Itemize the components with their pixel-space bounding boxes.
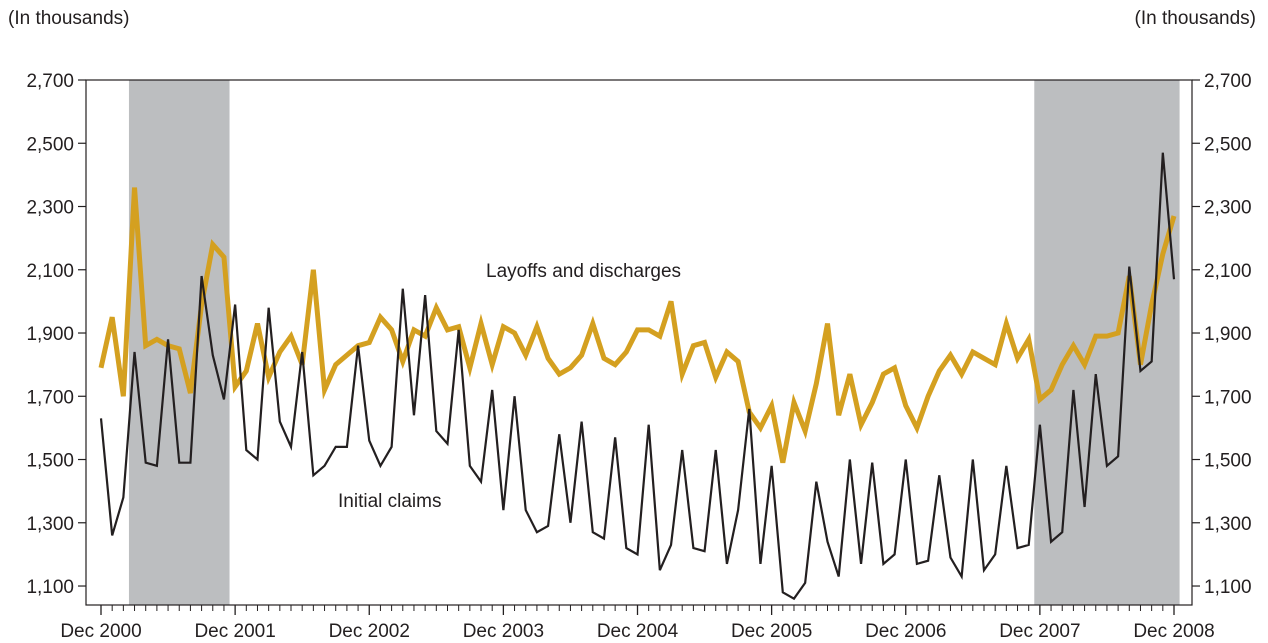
x-tick-label: Dec 2003 — [463, 621, 544, 642]
right-unit-label: (In thousands) — [1135, 8, 1256, 29]
plot-frame — [85, 79, 1193, 606]
x-tick-label: Dec 2000 — [60, 621, 141, 642]
y-tick-label-left: 2,500 — [26, 134, 74, 155]
y-tick-label-left: 1,500 — [26, 451, 74, 472]
y-tick-label-left: 1,100 — [26, 577, 74, 598]
layoffs-series-label: Layoffs and discharges — [486, 261, 681, 282]
y-tick-label-right: 1,700 — [1204, 387, 1252, 408]
y-tick-label-right: 1,900 — [1204, 324, 1252, 345]
y-tick-label-left: 1,900 — [26, 324, 74, 345]
recession-shading — [128, 80, 1180, 605]
x-tick-label: Dec 2002 — [329, 621, 410, 642]
x-tick-label: Dec 2005 — [731, 621, 812, 642]
x-tick-label: Dec 2006 — [865, 621, 946, 642]
y-tick-label-right: 2,300 — [1204, 198, 1252, 219]
x-tick-label: Dec 2001 — [194, 621, 275, 642]
y-tick-label-left: 2,700 — [26, 71, 74, 92]
y-tick-label-left: 2,300 — [26, 198, 74, 219]
initial-claims-line — [99, 152, 1176, 601]
left-unit-label: (In thousands) — [8, 8, 129, 29]
recession-band-1 — [1034, 80, 1180, 605]
y-tick-label-right: 2,500 — [1204, 134, 1252, 155]
y-tick-label-left: 1,300 — [26, 514, 74, 535]
y-tick-label-right: 1,300 — [1204, 514, 1252, 535]
y-tick-label-right: 1,100 — [1204, 577, 1252, 598]
x-tick-label: Dec 2007 — [999, 621, 1080, 642]
y-tick-label-right: 1,500 — [1204, 451, 1252, 472]
y-tick-label-right: 2,700 — [1204, 71, 1252, 92]
x-tick-label: Dec 2008 — [1133, 621, 1214, 642]
y-tick-label-left: 2,100 — [26, 261, 74, 282]
x-tick-label: Dec 2004 — [597, 621, 679, 642]
y-tick-label-right: 2,100 — [1204, 261, 1252, 282]
series — [98, 152, 1177, 601]
axes: 1,100 1,100 1,300 1,300 1,500 1,500 1,700 1,700… — [26, 71, 1251, 642]
y-tick-label-left: 1,700 — [26, 387, 74, 408]
initial-claims-series-label: Initial claims — [338, 491, 441, 512]
layoffs-and-discharges-line — [98, 187, 1177, 464]
